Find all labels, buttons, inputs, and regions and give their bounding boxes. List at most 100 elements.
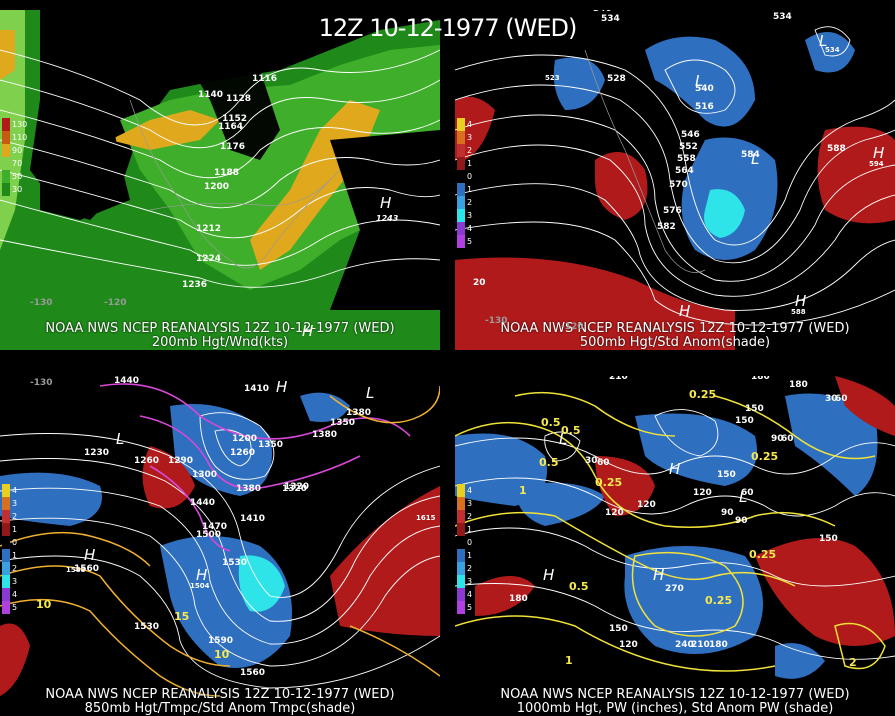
contour-label: 588 [827,144,846,154]
contour-label: 1410 [240,514,266,524]
contour-label: 1176 [220,142,246,152]
colorbar-tick: 0 [467,538,473,547]
contour-label: 30 [585,456,598,466]
contour-label: 1300 [192,470,218,480]
colorbar-tick: 5 [467,603,473,612]
contour-label: 150 [819,534,838,544]
colorbar-tick: 4 [12,486,18,495]
panel-200mb: 130 110 90 70 50 30 1116 1140 1128 1152 … [0,10,440,350]
colorbar-tick: 70 [12,159,23,168]
contour-label: 1615 [416,514,436,522]
contour-label: 534 [773,12,792,22]
contour-label: 1140 [198,90,224,100]
colorbar-tick: 0 [467,172,473,181]
contour-label: 210 [691,640,710,650]
high-pressure-icon: H [276,378,288,396]
panel-caption-source: NOAA NWS NCEP REANALYSIS 12Z 10-12-1977 … [500,687,850,702]
map-200mb [0,10,440,350]
contour-label: 90 [771,434,784,444]
temperature-label: 10 [36,598,52,611]
contour-label: 1380 [236,484,262,494]
contour-label: 60 [597,458,610,468]
colorbar-tick: 3 [12,577,18,586]
colorbar-tick: 1 [12,525,18,534]
panel-850mb: 4 3 2 1 0 1 2 3 4 5 1470 1440 1410 1380 … [0,376,440,716]
contour-label: 1320 [284,482,310,492]
high-pressure-icon: H [302,322,314,340]
low-pressure-icon: L [751,150,760,168]
contour-label: 120 [619,640,638,650]
latitude-label: 20 [473,278,486,288]
panel-500mb: 4 3 2 1 0 1 2 3 4 5 540 534 534 534 528 … [455,10,895,350]
colorbar-tick: 4 [467,590,473,599]
pw-label: 0.25 [751,450,779,463]
colorbar-tick: 3 [467,577,473,586]
colorbar-tick: 1 [467,551,473,560]
contour-label: 1128 [226,94,252,104]
map-850mb [0,376,440,716]
contour-label: 1588 [66,566,86,574]
colorbar-anomaly: 4 3 2 1 0 1 2 3 4 5 [457,118,472,248]
contour-label: 180 [751,376,770,382]
pw-label: 0.25 [595,476,623,489]
pw-label: 1 [519,484,527,497]
high-pressure-icon: H [196,566,208,584]
panel-1000mb: 4 3 2 1 0 1 2 3 4 5 210 180 150 120 90 6… [455,376,895,716]
contour-label: 120 [637,500,656,510]
contour-label: 60 [835,394,848,404]
contour-label: 1200 [232,434,258,444]
contour-label: 1230 [84,448,110,458]
contour-label: 540 [695,84,714,94]
panel-caption-field: 200mb Hgt/Wnd(kts) [151,335,289,350]
contour-label: 1350 [330,418,356,428]
contour-label: 1410 [244,384,270,394]
low-pressure-icon: L [366,384,375,402]
colorbar-tick: 3 [467,133,473,142]
colorbar-tick: 5 [12,603,18,612]
contour-label: 60 [741,488,754,498]
contour-label: 1243 [376,214,399,223]
colorbar-tick: 3 [12,499,18,508]
contour-label: 150 [735,416,754,426]
contour-label: 1224 [196,254,222,264]
contour-label: 594 [869,160,884,168]
colorbar-tick: 2 [12,512,18,521]
contour-label: 516 [695,102,714,112]
contour-label: 582 [657,222,676,232]
contour-label: 150 [717,470,736,480]
high-pressure-icon: H [543,566,555,584]
contour-label: 1500 [196,530,222,540]
temperature-label: 15 [174,610,190,623]
contour-label: 1152 [222,114,248,124]
longitude-label: -130 [30,378,53,388]
pw-label: 2 [849,656,857,669]
contour-label: 120 [693,488,712,498]
contour-label: 1560 [74,564,100,574]
contour-label: 1440 [190,498,216,508]
colorbar-tick: 2 [467,146,473,155]
panel-caption-source: NOAA NWS NCEP REANALYSIS 12Z 10-12-1977 … [45,321,395,336]
contour-label: 1116 [252,74,278,84]
contour-label: 1212 [196,224,222,234]
colorbar-anomaly: 4 3 2 1 0 1 2 3 4 5 [2,484,17,614]
contour-label: 1350 [258,440,284,450]
colorbar-tick: 90 [12,146,23,155]
colorbar-tick: 1 [467,159,473,168]
contour-label: 210 [609,376,628,382]
high-pressure-icon: H [669,460,681,478]
colorbar-tick: 4 [467,224,473,233]
contour-label: 534 [825,46,840,54]
pw-label: 0.25 [689,388,717,401]
pw-label: 0.5 [539,456,559,469]
contour-label: 540 [593,10,612,14]
panel-caption-source: NOAA NWS NCEP REANALYSIS 12Z 10-12-1977 … [45,687,395,702]
panel-caption-field: 850mb Hgt/Tmpc/Std Anom Tmpc(shade) [84,701,356,716]
pw-label: 0.5 [541,416,561,429]
colorbar-tick: 130 [12,120,28,129]
low-pressure-icon: L [559,430,568,448]
low-pressure-icon: L [116,430,125,448]
contour-label: 528 [607,74,626,84]
contour-label: 523 [545,74,560,82]
colorbar-tick: 1 [12,551,18,560]
colorbar-tick: 3 [467,499,473,508]
